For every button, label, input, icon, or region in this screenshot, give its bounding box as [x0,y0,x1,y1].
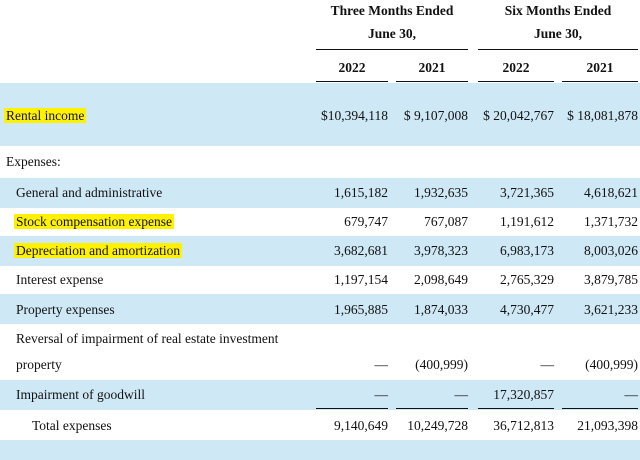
expense-value: 1,874,033 [414,302,468,317]
expense-value: 8,003,026 [584,243,638,258]
expense-value: 3,879,785 [584,272,638,287]
header-six-months-line1: Six Months Ended [504,3,612,18]
year-rule [316,81,388,82]
total-expenses-value: 10,249,728 [407,418,468,433]
expense-value: 1,965,885 [334,302,388,317]
row-band [0,101,640,131]
expense-value: — [624,387,639,402]
header-three-months-line2: June 30, [367,26,416,41]
total-expenses-value: 9,140,649 [334,418,388,433]
expense-value: 3,682,681 [334,243,388,258]
expense-label-goodwill: Impairment of goodwill [16,387,145,402]
subtotal-rule [316,408,388,409]
expense-value: 1,197,154 [334,272,388,287]
row-band [0,131,640,146]
rental-income-value: $10,394,118 [321,108,388,123]
expense-value: (400,999) [585,357,638,372]
row-band [0,178,640,208]
expense-label-general-admin: General and administrative [16,185,163,200]
expense-value: 679,747 [344,214,388,229]
year-rule [562,81,638,82]
header-three-months-line1: Three Months Ended [330,3,454,18]
expense-value: 3,621,233 [584,302,638,317]
expense-label-depreciation: Depreciation and amortization [14,243,183,259]
expense-value: 1,371,732 [584,214,638,229]
expense-label-interest: Interest expense [16,272,104,287]
expense-value: — [540,357,555,372]
row-band [0,380,640,410]
expense-value: 2,765,329 [500,272,554,287]
row-band [0,83,640,101]
year-header: 2022 [502,60,530,75]
expense-value: 3,721,365 [500,185,554,200]
expenses-heading: Expenses: [6,154,61,169]
subtotal-rule [562,408,638,409]
expense-label-reversal-line1: Reversal of impairment of real estate in… [16,331,279,346]
rental-income-value: $ 9,107,008 [403,108,468,123]
header-six-months-line2: June 30, [533,26,582,41]
expense-value: 4,618,621 [584,185,638,200]
subtotal-rule [396,408,468,409]
year-rule [396,81,468,82]
row-band [0,440,640,460]
expense-label-reversal-line2: property [16,357,62,372]
expense-value: 1,932,635 [414,185,468,200]
expense-value: — [374,357,389,372]
expense-value: 17,320,857 [493,387,554,402]
expense-label-property: Property expenses [16,302,115,317]
year-header: 2022 [338,60,366,75]
expense-value: 3,978,323 [414,243,468,258]
expense-value: 6,983,173 [500,243,554,258]
expense-label-stock-comp: Stock compensation expense [14,214,174,230]
year-header: 2021 [586,60,614,75]
total-expenses-value: 36,712,813 [493,418,554,433]
header-rule-three-months [316,49,468,50]
expense-value: 4,730,477 [500,302,554,317]
expense-value: — [374,387,389,402]
depreciation-label-text: Depreciation and amortization [14,243,183,258]
rental-income-value: $ 18,081,878 [567,108,638,123]
expense-value: — [454,387,469,402]
expense-value: 2,098,649 [414,272,468,287]
total-expenses-value: 21,093,398 [577,418,638,433]
header-rule-six-months [478,49,638,50]
expense-value: 1,615,182 [334,185,388,200]
total-expenses-label: Total expenses [32,418,112,433]
expense-value: (400,999) [415,357,468,372]
expense-value: 767,087 [424,214,468,229]
subtotal-rule [478,408,554,409]
year-rule [478,81,554,82]
stock-comp-label-text: Stock compensation expense [14,214,174,229]
rental-income-value: $ 20,042,767 [483,108,554,123]
rental-income-label: Rental income [4,108,87,124]
year-header: 2021 [418,60,446,75]
rental-income-label-text: Rental income [4,108,87,123]
row-band [0,294,640,324]
expense-value: 1,191,612 [500,214,554,229]
